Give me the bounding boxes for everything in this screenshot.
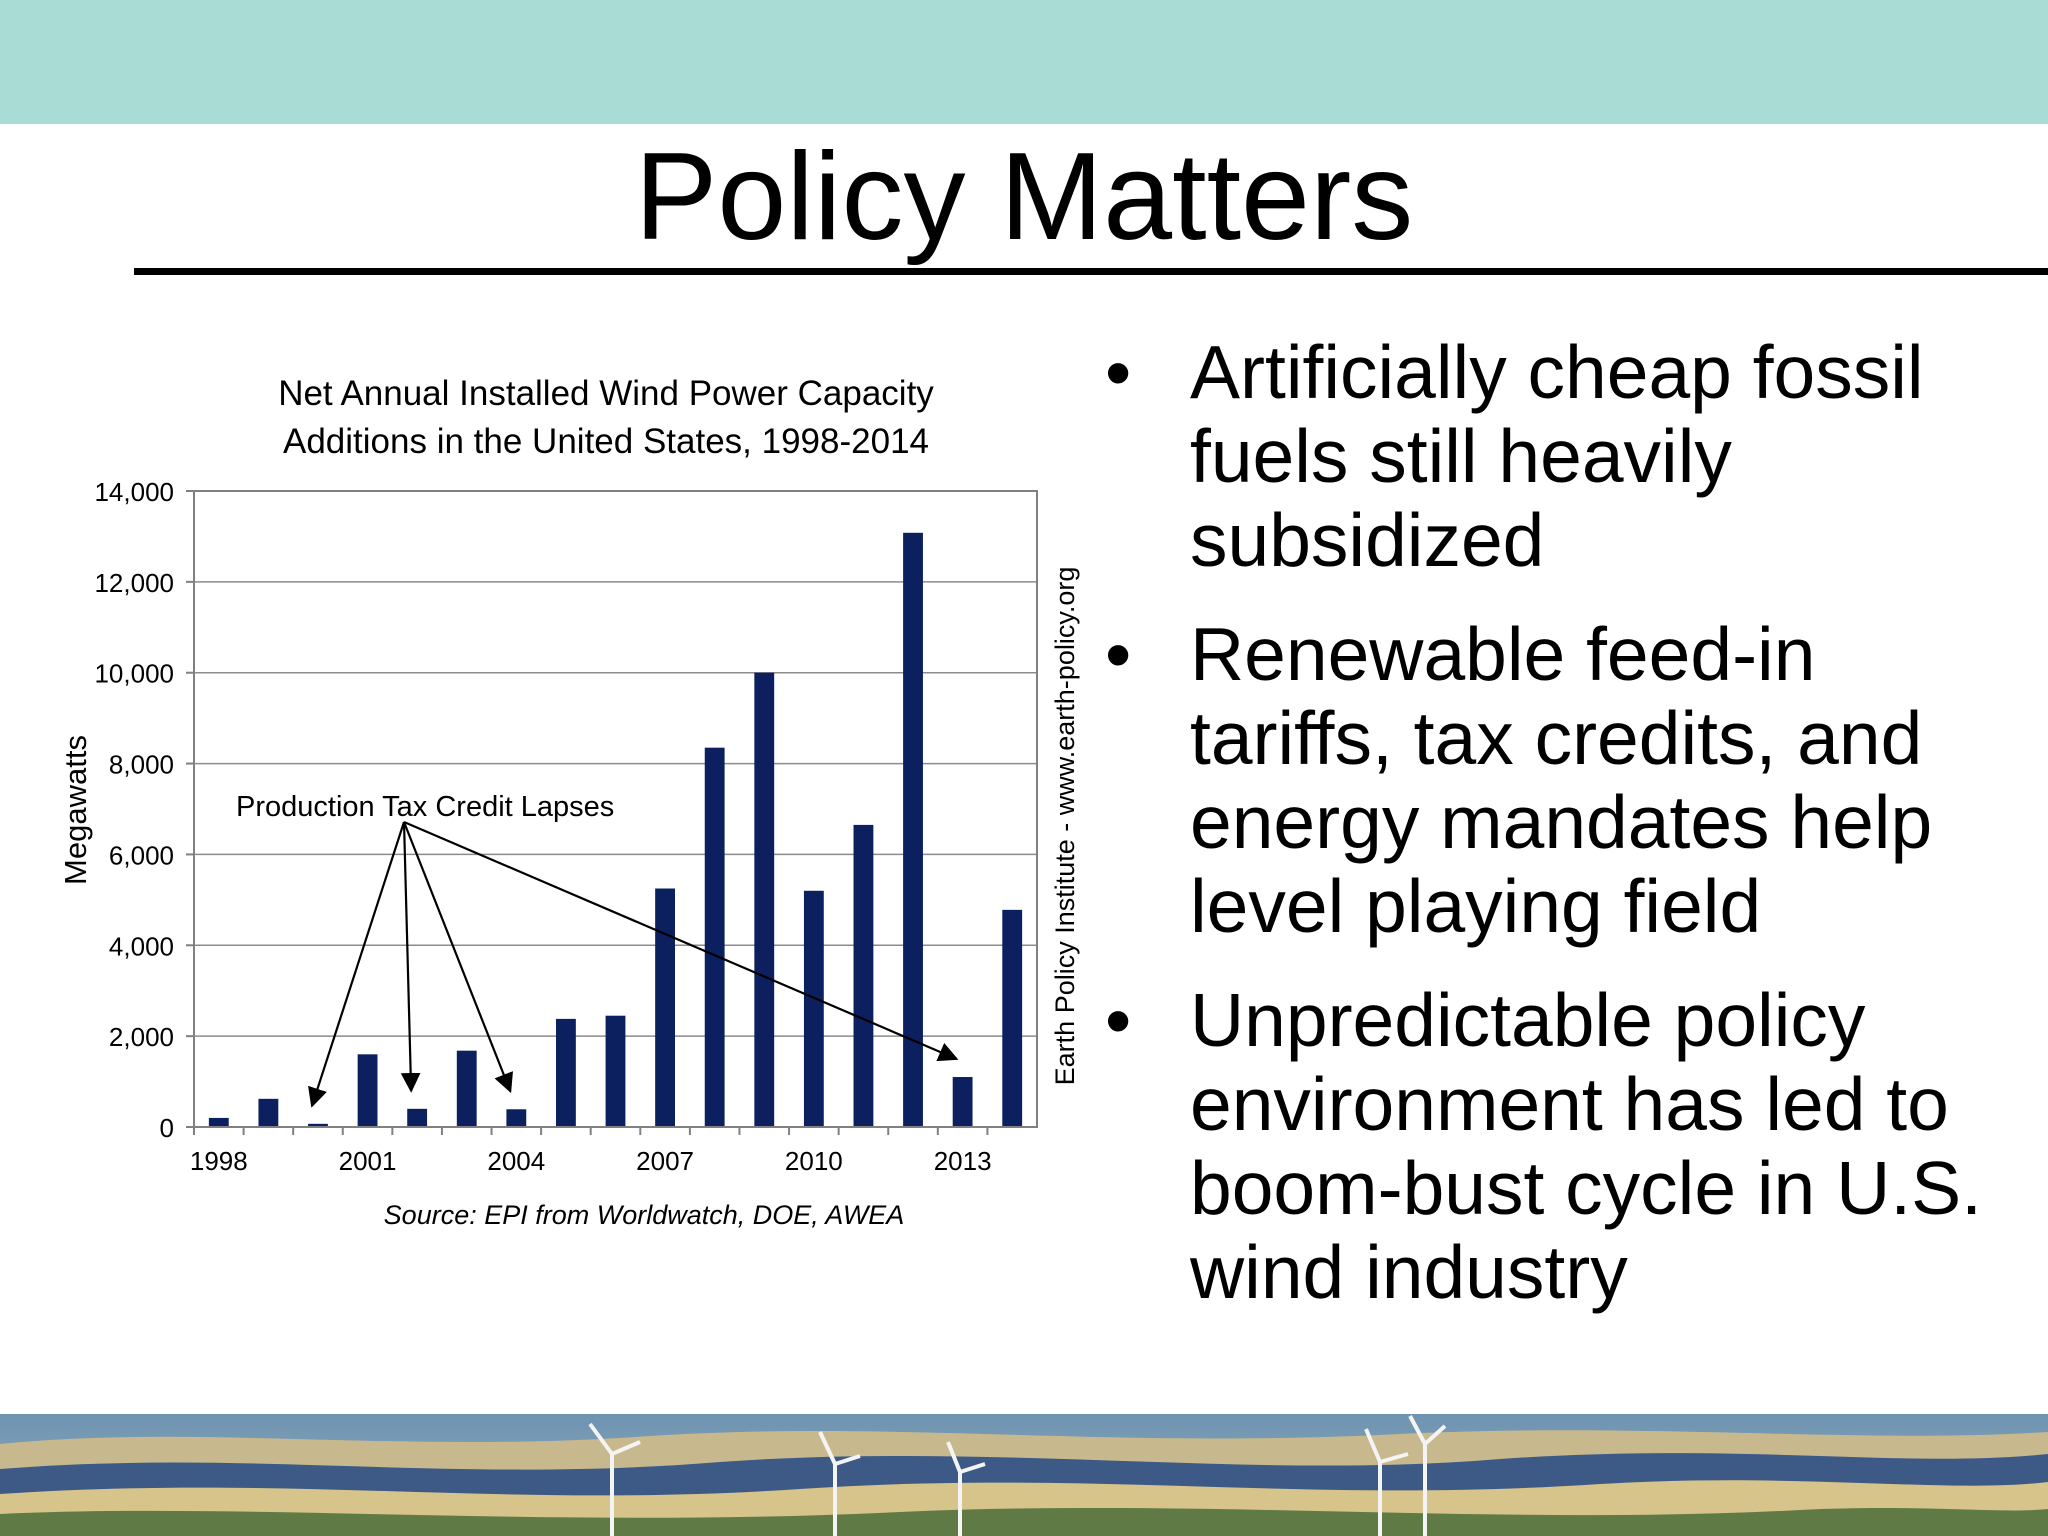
y-tick-label: 2,000 bbox=[109, 1022, 174, 1052]
bar-2014 bbox=[1002, 909, 1023, 1127]
annotation-arrows bbox=[308, 820, 959, 1108]
bullet-item: • Artificially cheap fossil fuels still h… bbox=[1105, 330, 2035, 582]
y-tick-label: 8,000 bbox=[109, 750, 174, 780]
bullet-text: Unpredictable policy environment has led… bbox=[1190, 978, 1982, 1314]
bar-2005 bbox=[555, 1018, 576, 1127]
x-tick-labels: 1998 2001 2004 2007 2010 2013 bbox=[190, 1127, 992, 1176]
slide-title: Policy Matters bbox=[634, 128, 1414, 266]
bar-2008 bbox=[704, 747, 725, 1127]
x-tick-label: 2010 bbox=[785, 1146, 843, 1176]
y-tick-labels: 0 2,000 4,000 6,000 8,000 10,000 12,000 14,000 bbox=[94, 477, 174, 1143]
y-tick-label: 4,000 bbox=[109, 931, 174, 961]
wind-capacity-chart: Net Annual Installed Wind Power Capacity… bbox=[0, 340, 1100, 1260]
y-tick-label: 0 bbox=[160, 1113, 174, 1143]
chart-title-line-1: Net Annual Installed Wind Power Capacity bbox=[278, 374, 934, 413]
landscape-photo-strip bbox=[0, 1414, 2048, 1536]
bar-2006 bbox=[605, 1015, 626, 1127]
bar-2003 bbox=[456, 1050, 477, 1127]
bar-2002 bbox=[407, 1108, 428, 1127]
bullet-item: • Renewable feed-in tariffs, tax credits,… bbox=[1105, 612, 2035, 948]
annotation-arrow-2002 bbox=[400, 821, 421, 1093]
bar-2011 bbox=[853, 824, 874, 1127]
wind-turbine-icons bbox=[588, 1415, 1447, 1536]
annotation-arrow-2013 bbox=[403, 820, 959, 1062]
bar-2013 bbox=[952, 1077, 973, 1127]
bar-2004 bbox=[506, 1109, 527, 1127]
bar-2001 bbox=[357, 1054, 378, 1127]
side-credit-label: Earth Policy Institute - www.earth-polic… bbox=[1050, 567, 1080, 1086]
bar-1999 bbox=[258, 1098, 279, 1127]
bar-2012 bbox=[903, 532, 923, 1127]
annotation-label: Production Tax Credit Lapses bbox=[236, 791, 614, 823]
bullet-text: Artificially cheap fossil fuels still he… bbox=[1190, 330, 1924, 582]
y-tick-label: 6,000 bbox=[109, 840, 174, 870]
bullet-dot: • bbox=[1105, 612, 1132, 696]
y-axis-label: Megawatts bbox=[58, 735, 93, 885]
chart-svg: Net Annual Installed Wind Power Capacity… bbox=[58, 374, 1080, 1230]
annotation-arrow-2000 bbox=[308, 821, 406, 1108]
x-tick-label: 2007 bbox=[636, 1146, 694, 1176]
x-tick-label: 2001 bbox=[339, 1146, 397, 1176]
bars bbox=[208, 532, 1023, 1127]
bullet-text: Renewable feed-in tariffs, tax credits, … bbox=[1190, 612, 1933, 948]
y-tick-label: 10,000 bbox=[94, 659, 174, 689]
title-divider bbox=[134, 268, 2048, 275]
chart-source: Source: EPI from Worldwatch, DOE, AWEA bbox=[384, 1200, 905, 1230]
bar-2007 bbox=[655, 888, 676, 1127]
bar-2010 bbox=[803, 890, 824, 1127]
y-tick-label: 14,000 bbox=[94, 477, 174, 507]
y-tick-label: 12,000 bbox=[94, 568, 174, 598]
landscape-image bbox=[0, 1414, 2048, 1536]
bullet-dot: • bbox=[1105, 330, 1132, 414]
x-tick-label: 2004 bbox=[487, 1146, 545, 1176]
x-tick-label: 2013 bbox=[934, 1146, 992, 1176]
chart-title-line-2: Additions in the United States, 1998-201… bbox=[283, 422, 929, 461]
bar-2009 bbox=[754, 672, 775, 1127]
top-banner bbox=[0, 0, 2048, 124]
bullet-item: • Unpredictable policy environment has le… bbox=[1105, 978, 2035, 1314]
bullet-dot: • bbox=[1105, 978, 1132, 1062]
plot-frame bbox=[193, 490, 1038, 1128]
annotation-arrow-2004 bbox=[402, 821, 513, 1094]
x-tick-label: 1998 bbox=[190, 1146, 248, 1176]
bullet-list: • Artificially cheap fossil fuels still h… bbox=[1105, 330, 2035, 1344]
bar-1998 bbox=[208, 1117, 229, 1127]
bar-2000 bbox=[308, 1123, 328, 1127]
